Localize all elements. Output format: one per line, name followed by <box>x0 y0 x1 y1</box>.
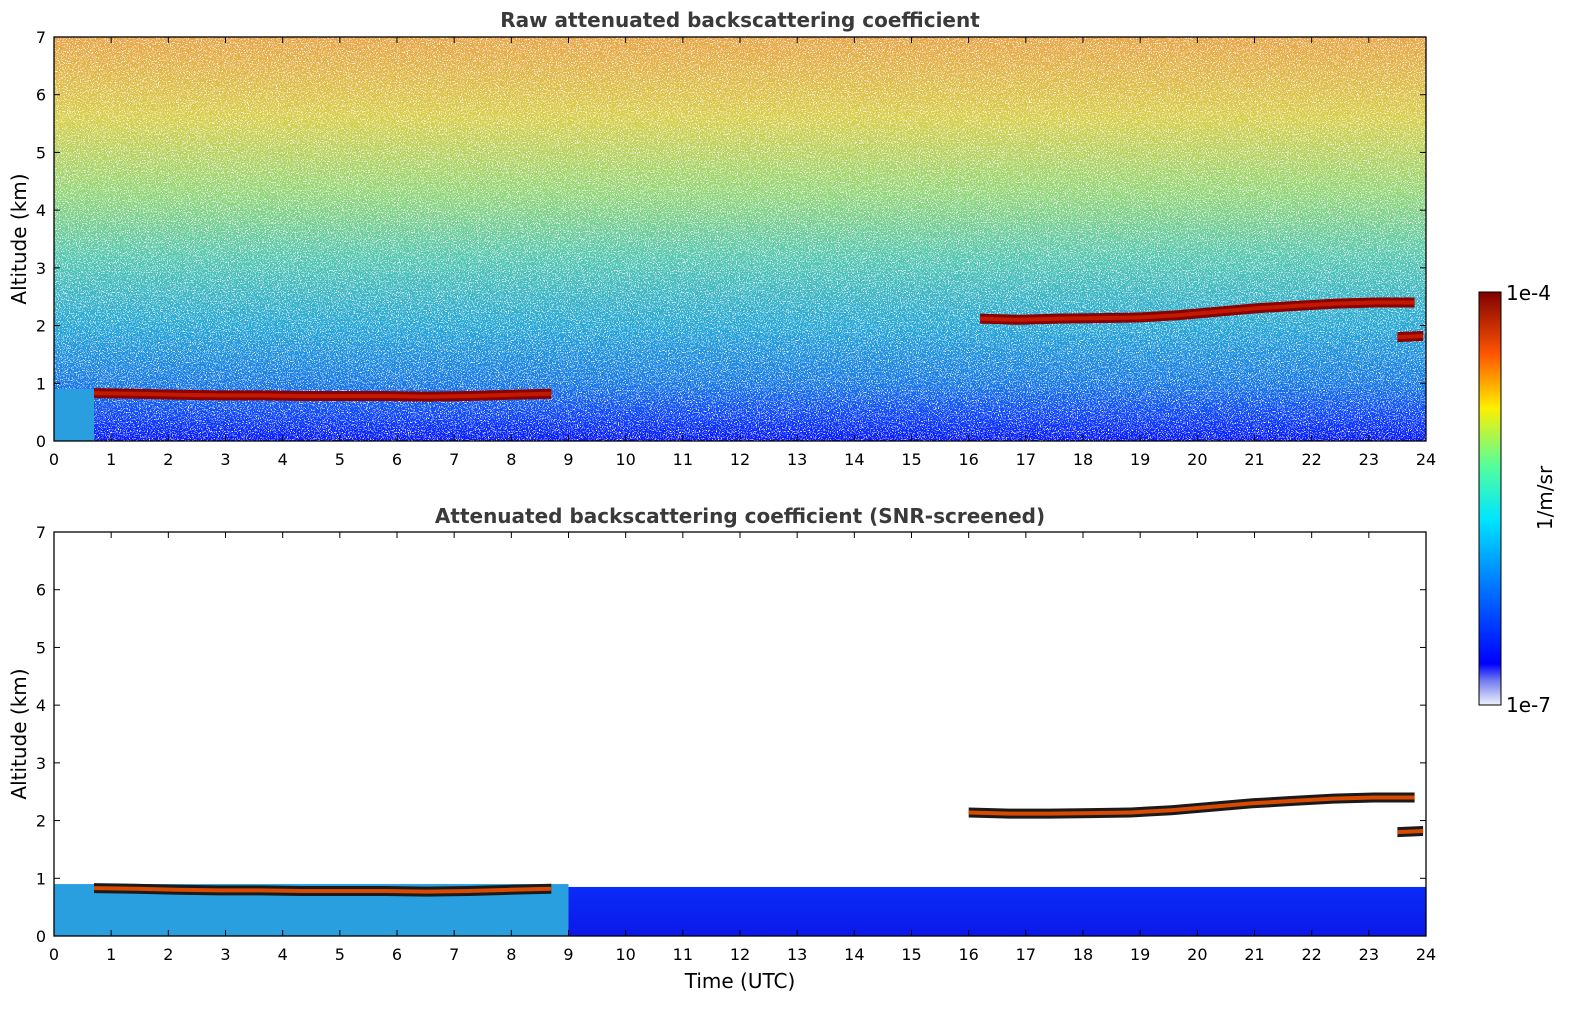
y-axis: 0 1 2 3 4 5 6 7 <box>36 28 1426 451</box>
y-tick-label: 6 <box>36 581 46 600</box>
x-tick-label: 6 <box>392 945 402 964</box>
plot-area <box>54 37 1426 441</box>
y-tick-label: 4 <box>36 201 46 220</box>
x-tick-label: 11 <box>673 450 693 469</box>
cloud-layer-core <box>980 300 1415 322</box>
x-tick-label: 13 <box>787 945 807 964</box>
x-tick-label: 20 <box>1187 450 1207 469</box>
x-tick-label: 21 <box>1244 450 1264 469</box>
x-tick-label: 12 <box>730 945 750 964</box>
noise-speckle <box>54 37 1426 441</box>
x-tick-label: 20 <box>1187 945 1207 964</box>
x-tick-label: 4 <box>278 450 288 469</box>
x-tick-label: 17 <box>1016 945 1036 964</box>
x-tick-label: 2 <box>163 945 173 964</box>
x-tick-label: 7 <box>449 945 459 964</box>
x-tick-label: 14 <box>844 450 864 469</box>
cloud-layer-core <box>1397 334 1424 340</box>
screened-background <box>54 532 1426 936</box>
colorbar-unit-label: 1/m/sr <box>1533 465 1557 530</box>
x-tick-label: 1 <box>106 450 116 469</box>
x-tick-label: 5 <box>335 450 345 469</box>
x-tick-label: 18 <box>1073 945 1093 964</box>
x-tick-label: 8 <box>506 450 516 469</box>
colorbar-max-label: 1e-4 <box>1506 281 1551 305</box>
x-tick-label: 3 <box>220 450 230 469</box>
x-axis: 0 1 2 3 4 5 6 7 8 9 10 11 12 13 14 15 16 17 18 19 20 21 22 23 24 <box>49 532 1436 964</box>
y-tick-label: 1 <box>36 374 46 393</box>
y-tick-label: 5 <box>36 638 46 657</box>
x-tick-label: 1 <box>106 945 116 964</box>
boundary-layer <box>54 389 95 441</box>
x-tick-label: 24 <box>1416 450 1436 469</box>
y-tick-label: 2 <box>36 812 46 831</box>
panel-screened: Attenuated backscattering coefficient (S… <box>7 504 1436 993</box>
x-tick-label: 10 <box>615 945 635 964</box>
x-tick-label: 18 <box>1073 450 1093 469</box>
y-axis-label: Altitude (km) <box>7 668 31 799</box>
x-tick-label: 7 <box>449 450 459 469</box>
x-tick-label: 5 <box>335 945 345 964</box>
chart-title: Attenuated backscattering coefficient (S… <box>435 504 1045 528</box>
x-tick-label: 17 <box>1016 450 1036 469</box>
x-tick-label: 16 <box>958 450 978 469</box>
x-tick-label: 4 <box>278 945 288 964</box>
y-tick-label: 4 <box>36 696 46 715</box>
y-tick-label: 3 <box>36 259 46 278</box>
x-tick-label: 0 <box>49 450 59 469</box>
x-tick-label: 24 <box>1416 945 1436 964</box>
x-tick-label: 15 <box>901 945 921 964</box>
cloud-layer-core <box>968 795 1415 816</box>
x-axis: 0 1 2 3 4 5 6 7 8 9 10 11 12 13 14 15 16 17 18 19 20 21 22 23 24 <box>49 37 1436 469</box>
x-tick-label: 16 <box>958 945 978 964</box>
chart-title: Raw attenuated backscattering coefficien… <box>500 8 980 32</box>
colorbar: 1e-4 1e-7 1/m/sr <box>1478 281 1557 717</box>
y-tick-label: 0 <box>36 432 46 451</box>
x-tick-label: 13 <box>787 450 807 469</box>
x-tick-label: 22 <box>1301 945 1321 964</box>
x-tick-label: 9 <box>563 945 573 964</box>
colorbar-min-label: 1e-7 <box>1506 693 1551 717</box>
panel-raw: Raw attenuated backscattering coefficien… <box>7 8 1436 469</box>
x-tick-label: 14 <box>844 945 864 964</box>
x-tick-label: 23 <box>1359 945 1379 964</box>
x-tick-label: 8 <box>506 945 516 964</box>
cloud-layer-core <box>1397 829 1424 835</box>
cloud-layer-core <box>94 886 552 894</box>
x-tick-label: 19 <box>1130 450 1150 469</box>
y-tick-label: 7 <box>36 523 46 542</box>
y-tick-label: 0 <box>36 927 46 946</box>
y-axis: 0 1 2 3 4 5 6 7 <box>36 523 1426 946</box>
x-tick-label: 22 <box>1301 450 1321 469</box>
x-tick-label: 10 <box>615 450 635 469</box>
x-axis-label: Time (UTC) <box>684 969 796 993</box>
x-tick-label: 0 <box>49 945 59 964</box>
y-tick-label: 7 <box>36 28 46 47</box>
colorbar-gradient <box>1478 291 1502 706</box>
x-tick-label: 21 <box>1244 945 1264 964</box>
x-tick-label: 11 <box>673 945 693 964</box>
y-tick-label: 2 <box>36 317 46 336</box>
x-tick-label: 6 <box>392 450 402 469</box>
x-tick-label: 23 <box>1359 450 1379 469</box>
x-tick-label: 9 <box>563 450 573 469</box>
y-tick-label: 6 <box>36 86 46 105</box>
x-tick-label: 12 <box>730 450 750 469</box>
cloud-layer-core <box>94 391 552 399</box>
x-tick-label: 19 <box>1130 945 1150 964</box>
y-tick-label: 3 <box>36 754 46 773</box>
y-axis-label: Altitude (km) <box>7 173 31 304</box>
plot-area <box>54 532 1426 936</box>
x-tick-label: 15 <box>901 450 921 469</box>
x-tick-label: 3 <box>220 945 230 964</box>
surface-signal <box>568 886 1426 936</box>
y-tick-label: 5 <box>36 143 46 162</box>
y-tick-label: 1 <box>36 869 46 888</box>
x-tick-label: 2 <box>163 450 173 469</box>
